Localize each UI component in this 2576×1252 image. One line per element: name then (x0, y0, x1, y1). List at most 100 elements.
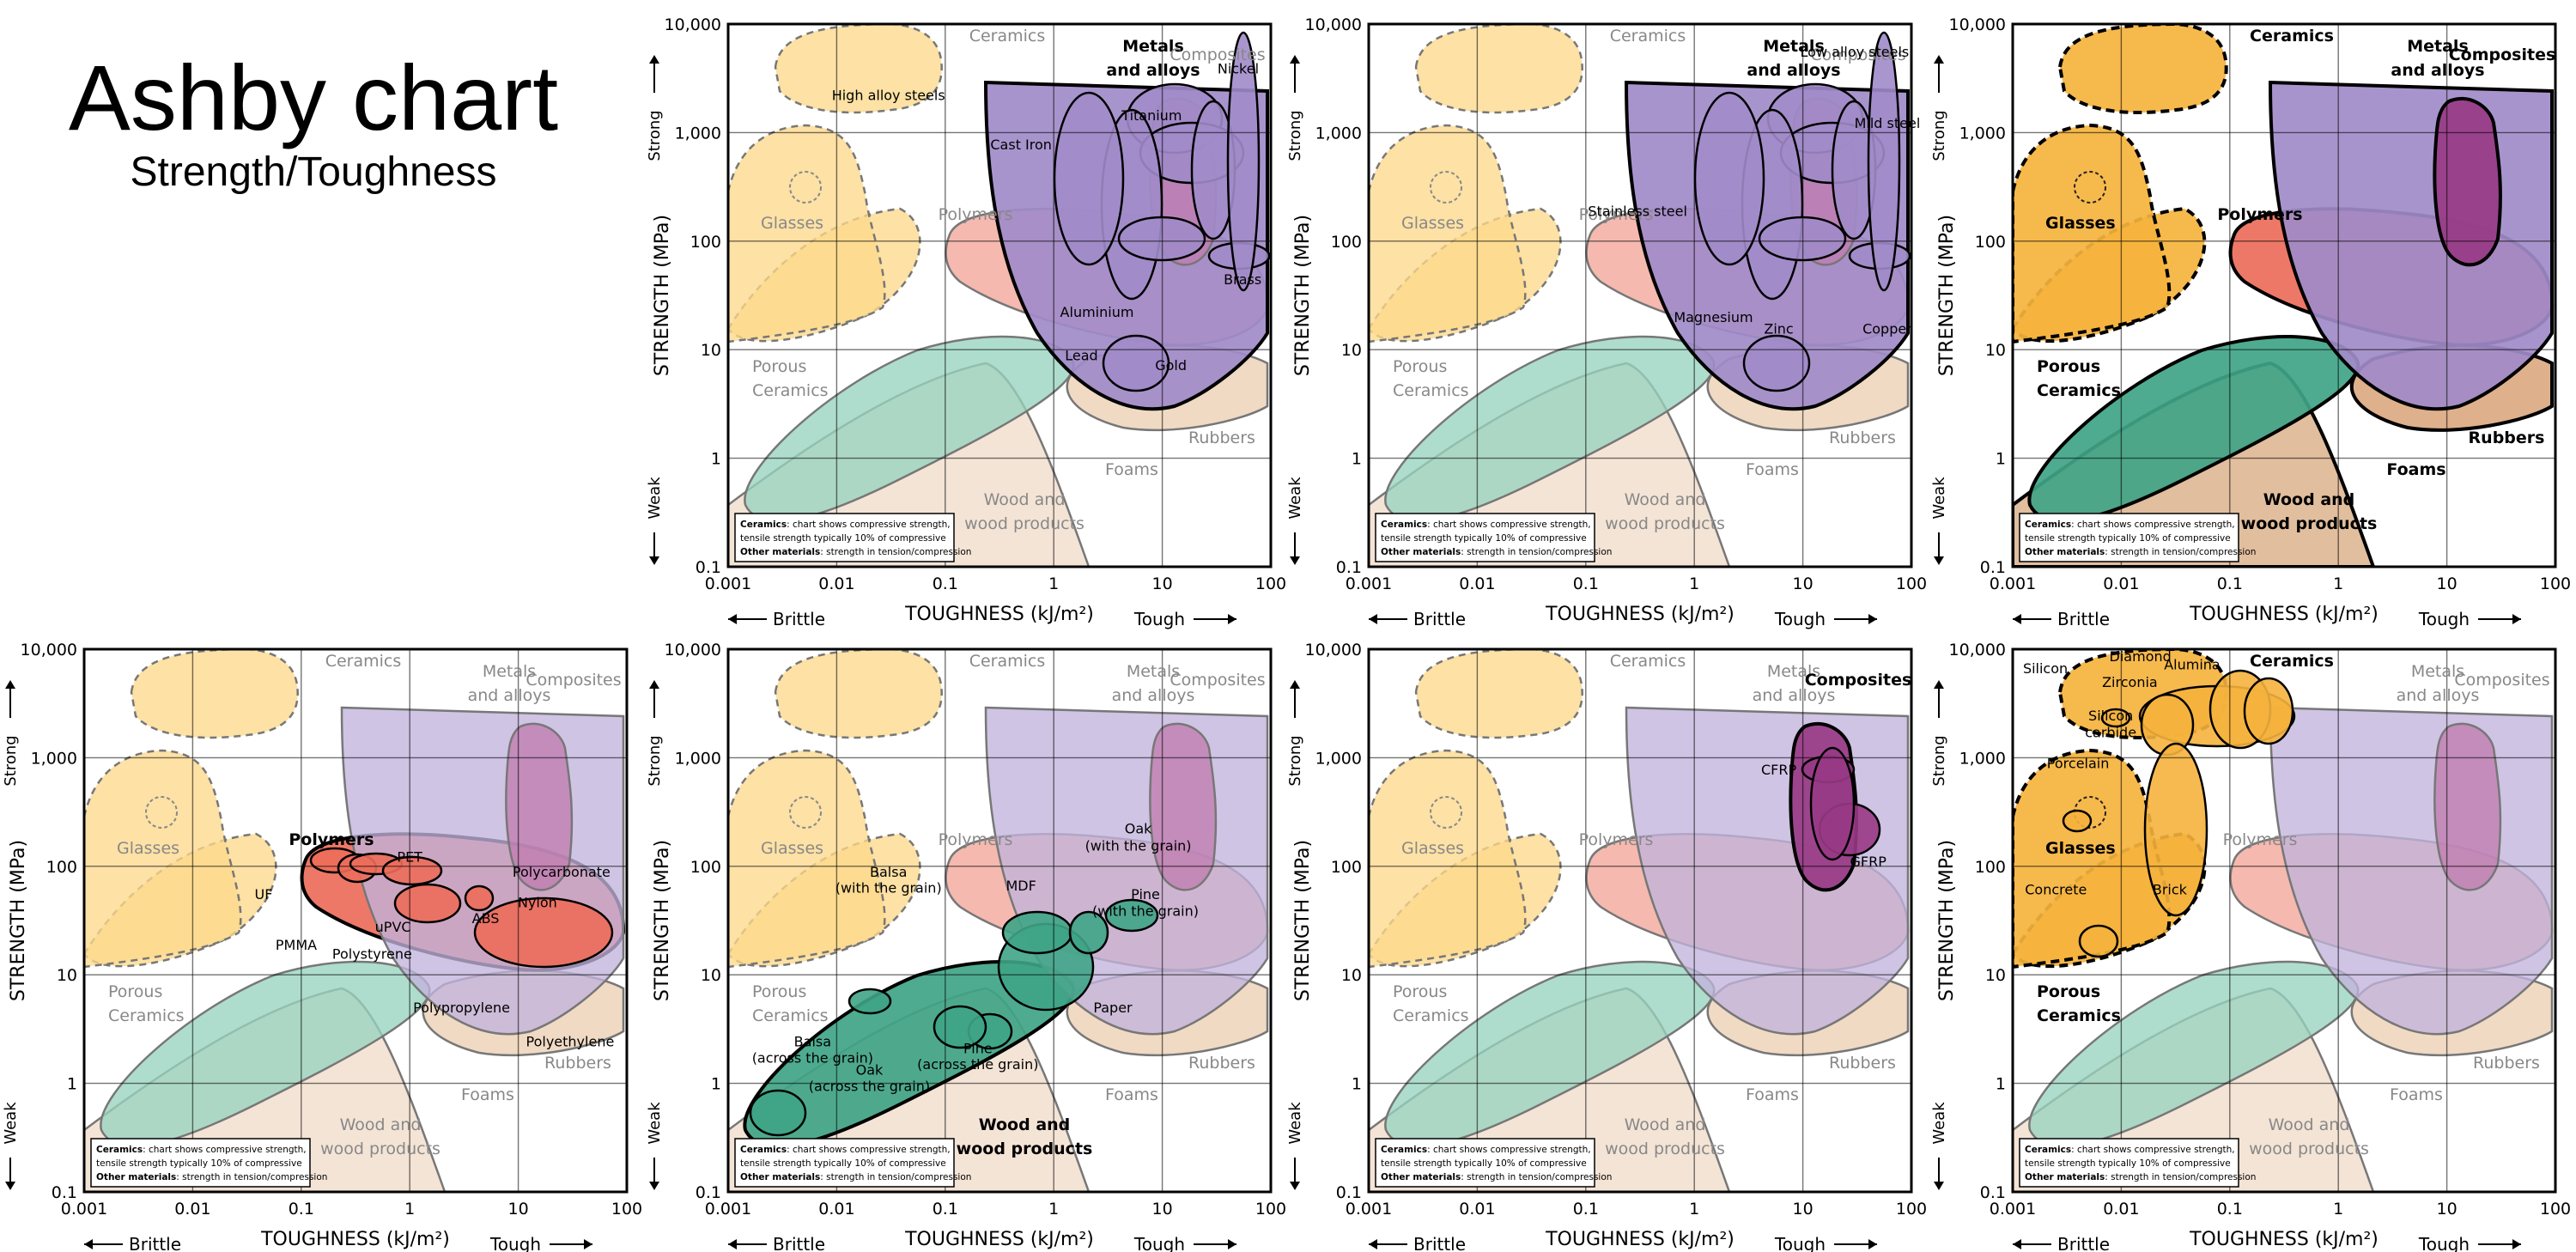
family-label: Ceramics (752, 1006, 829, 1025)
x-axis-label: TOUGHNESS (kJ/m²) (1545, 604, 1735, 625)
sub-region (2100, 708, 2131, 728)
tough-arrow-head (1868, 1239, 1877, 1249)
note-frame (1375, 1138, 1595, 1188)
x-axis-label: TOUGHNESS (kJ/m²) (260, 1229, 450, 1250)
weak-arrow-head (649, 556, 659, 565)
y-tick-label: 100 (1975, 858, 2006, 877)
family-label: Ceramics (969, 652, 1046, 671)
family-label: Metals (2411, 662, 2464, 681)
tick-labels: 0.001 0.01 0.1 1 10 100 0.1 1 10 100 1,000 10,000 (665, 641, 1287, 1219)
tough-label: Tough (2418, 609, 2470, 629)
material-label: MDF (1005, 878, 1036, 894)
tick-labels: 0.001 0.01 0.1 1 10 100 0.1 1 10 100 1,000 10,000 (1305, 641, 1928, 1219)
axis-annotations: Brittle Tough Weak Strong (646, 680, 1236, 1252)
material-labels: Low alloy steels Mild steel Stainless stee… (1588, 44, 1920, 337)
sub-region (933, 1005, 987, 1049)
tough-arrow-head (2512, 614, 2521, 624)
family-label: Rubbers (1829, 1054, 1896, 1073)
family-label: Rubbers (2469, 428, 2545, 447)
family-label: and alloys (1106, 61, 1200, 80)
tough-label: Tough (1133, 609, 1185, 629)
sub-region (393, 883, 462, 924)
note-box: Ceramics: chart shows compressive streng… (90, 1138, 327, 1188)
weak-label: Weak (2, 1102, 20, 1145)
y-tick-label: 10 (57, 966, 77, 985)
weak-arrow-head (1290, 1182, 1300, 1190)
family-label: wood products (957, 1140, 1093, 1158)
family-label: Ceramics (108, 1006, 185, 1025)
x-tick-label: 0.1 (289, 1200, 314, 1219)
x-tick-label: 100 (1896, 574, 1927, 593)
sub-region (381, 855, 443, 886)
grid (1369, 24, 1911, 567)
brittle-arrow-head (1369, 614, 1377, 624)
family-label: Ceramics (1610, 27, 1686, 46)
material-label: Brass (1224, 271, 1261, 288)
sub-region (2243, 677, 2294, 745)
y-tick-label: 0.1 (1336, 558, 1362, 577)
y-tick-label: 1,000 (1959, 124, 2006, 143)
note-box: Ceramics: chart shows compressive streng… (734, 513, 971, 562)
y-tick-label: 100 (1331, 233, 1362, 252)
family-label: Ceramics (1393, 1006, 1469, 1025)
note-line-3: Other materials: strength in tension/com… (740, 1172, 971, 1182)
sub-region (2143, 742, 2208, 917)
family-label: Polymers (289, 830, 374, 849)
sub-region (1693, 91, 1765, 266)
x-tick-label: 100 (611, 1200, 642, 1219)
x-tick-label: 10 (1152, 574, 1173, 593)
y-tick-label: 10 (1985, 341, 2006, 360)
tough-label: Tough (2418, 1234, 2470, 1252)
family-label: and alloys (1112, 686, 1195, 705)
material-label: Balsa (870, 864, 907, 880)
strong-label: Strong (646, 110, 664, 161)
x-tick-label: 1 (2333, 1200, 2343, 1219)
material-label: Gold (1155, 357, 1187, 374)
x-tick-label: 0.1 (933, 1200, 958, 1219)
tough-arrow-head (1228, 614, 1236, 624)
material-label: (across the grain) (809, 1079, 930, 1095)
material-label: Porcelain (2047, 756, 2110, 772)
x-tick-label: 100 (2540, 1200, 2571, 1219)
x-tick-label: 10 (1793, 574, 1814, 593)
material-label: CFRP (1761, 762, 1796, 778)
family-label: Ceramics (2250, 652, 2334, 671)
material-label: Brick (2153, 882, 2188, 898)
family-label: Metals (1763, 37, 1825, 56)
y-tick-label: 100 (690, 858, 721, 877)
material-label: ABS (472, 910, 500, 927)
weak-label: Weak (1286, 1102, 1304, 1145)
tough-label: Tough (489, 1234, 541, 1252)
strong-label: Strong (646, 735, 664, 786)
sub-region (749, 1089, 807, 1137)
sub-region (1867, 31, 1901, 292)
family-label: wood products (964, 514, 1084, 533)
x-tick-label: 10 (1152, 1200, 1173, 1219)
x-axis-label: TOUGHNESS (kJ/m²) (904, 1229, 1094, 1250)
brittle-label: Brittle (129, 1234, 181, 1252)
material-label: Nylon (518, 894, 557, 910)
material-label: Silicon (2088, 708, 2133, 724)
sub-region (2062, 809, 2093, 833)
sub-region (1809, 746, 1856, 861)
family-label: Foams (1105, 460, 1158, 479)
material-label: Diamond (2110, 648, 2172, 665)
axis-annotations: Brittle Tough Weak Strong (646, 55, 1236, 629)
x-tick-label: 0.1 (2217, 1200, 2243, 1219)
y-axis-label: STRENGTH (MPa) (652, 215, 673, 376)
x-tick-label: 1 (1048, 574, 1059, 593)
family-label: wood products (1605, 1140, 1725, 1158)
region-glasses (1369, 749, 1527, 969)
x-tick-label: 10 (2437, 574, 2458, 593)
material-label: Concrete (2025, 882, 2087, 898)
y-tick-label: 1 (711, 450, 721, 469)
note-box: Ceramics: chart shows compressive streng… (734, 1138, 971, 1188)
material-label: Nickel (1218, 61, 1259, 77)
